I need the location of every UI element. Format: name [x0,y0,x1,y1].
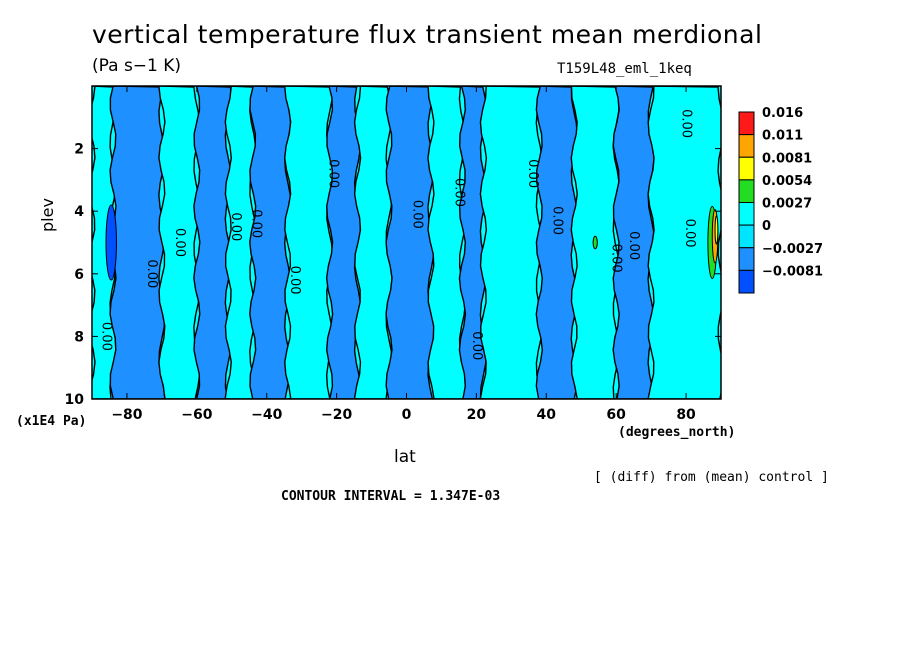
x-tick-label: −40 [251,407,282,423]
colorbar-label: 0.0081 [762,151,812,166]
x-tick-label: 60 [606,407,626,423]
colorbar-swatch [738,224,755,249]
contour-label: 0.00 [326,159,341,188]
contour-label: 0.00 [228,212,243,241]
contour-label: 0.00 [626,231,641,260]
contour-interval: CONTOUR INTERVAL = 1.347E-03 [281,489,501,504]
colorbar-label: −0.0027 [762,242,823,257]
colorbar-label: 0.0027 [762,197,812,212]
contour-feature [714,215,719,245]
colorbar-label: 0.016 [762,106,803,121]
contour-label: 0.00 [679,109,694,138]
contour-band [479,86,543,399]
chart-title: vertical temperature flux transient mean… [92,20,763,49]
contour-label: 0.00 [98,322,113,351]
contour-band [109,86,166,399]
y-tick-label: 6 [74,267,84,283]
x-axis-unit: (degrees_north) [618,425,736,440]
contour-feature [592,235,598,250]
x-tick-label: 40 [537,407,557,423]
colorbar-swatch [738,156,755,181]
contour-band [385,86,435,399]
contour-band [535,86,578,399]
colorbar-swatch [738,202,755,226]
colorbar-swatch [738,134,755,158]
colorbar-swatch [738,247,755,271]
comparison-note: [ (diff) from (mean) control ] [594,470,829,485]
y-tick-label: 10 [65,392,85,408]
chart-units: (Pa s−1 K) [92,56,182,76]
x-tick-label: 20 [467,407,487,423]
contour-label: 0.00 [172,228,187,257]
colorbar-label: 0.0054 [762,174,812,189]
contour-band [283,86,334,399]
y-axis-label: plev [38,198,57,232]
contour-band [224,86,257,399]
colorbar-label: 0 [762,219,771,234]
colorbar-label: 0.011 [762,129,803,144]
colorbar-swatch [738,111,755,136]
contour-band [249,86,292,399]
contour-label: 0.00 [525,159,540,188]
contour-label: 0.00 [451,178,466,207]
colorbar-swatch [738,269,755,294]
x-tick-label: 80 [676,407,696,423]
x-tick-label: 0 [402,407,412,423]
contour-label: 0.00 [409,200,424,229]
contour-label: 0.00 [249,209,264,238]
contour-label: 0.00 [469,331,484,360]
contour-band [193,86,232,399]
x-tick-label: −80 [111,407,142,423]
experiment-label: T159L48_eml_1keq [557,61,692,77]
contour-band [427,86,467,399]
y-tick-label: 2 [74,142,84,158]
contour-label: 0.00 [609,244,624,273]
colorbar-label: −0.0081 [762,264,823,279]
contour-label: 0.00 [144,259,159,288]
contour-label: 0.00 [549,206,564,235]
x-axis-label: lat [394,447,416,467]
y-axis-unit: (x1E4 Pa) [16,414,87,429]
contour-label: 0.00 [287,266,302,295]
x-tick-label: −20 [321,407,352,423]
x-tick-label: −60 [181,407,212,423]
y-tick-label: 4 [74,204,84,220]
contour-feature [105,204,117,281]
colorbar-swatch [738,179,755,203]
y-tick-label: 8 [74,329,84,345]
contour-label: 0.00 [682,219,697,248]
